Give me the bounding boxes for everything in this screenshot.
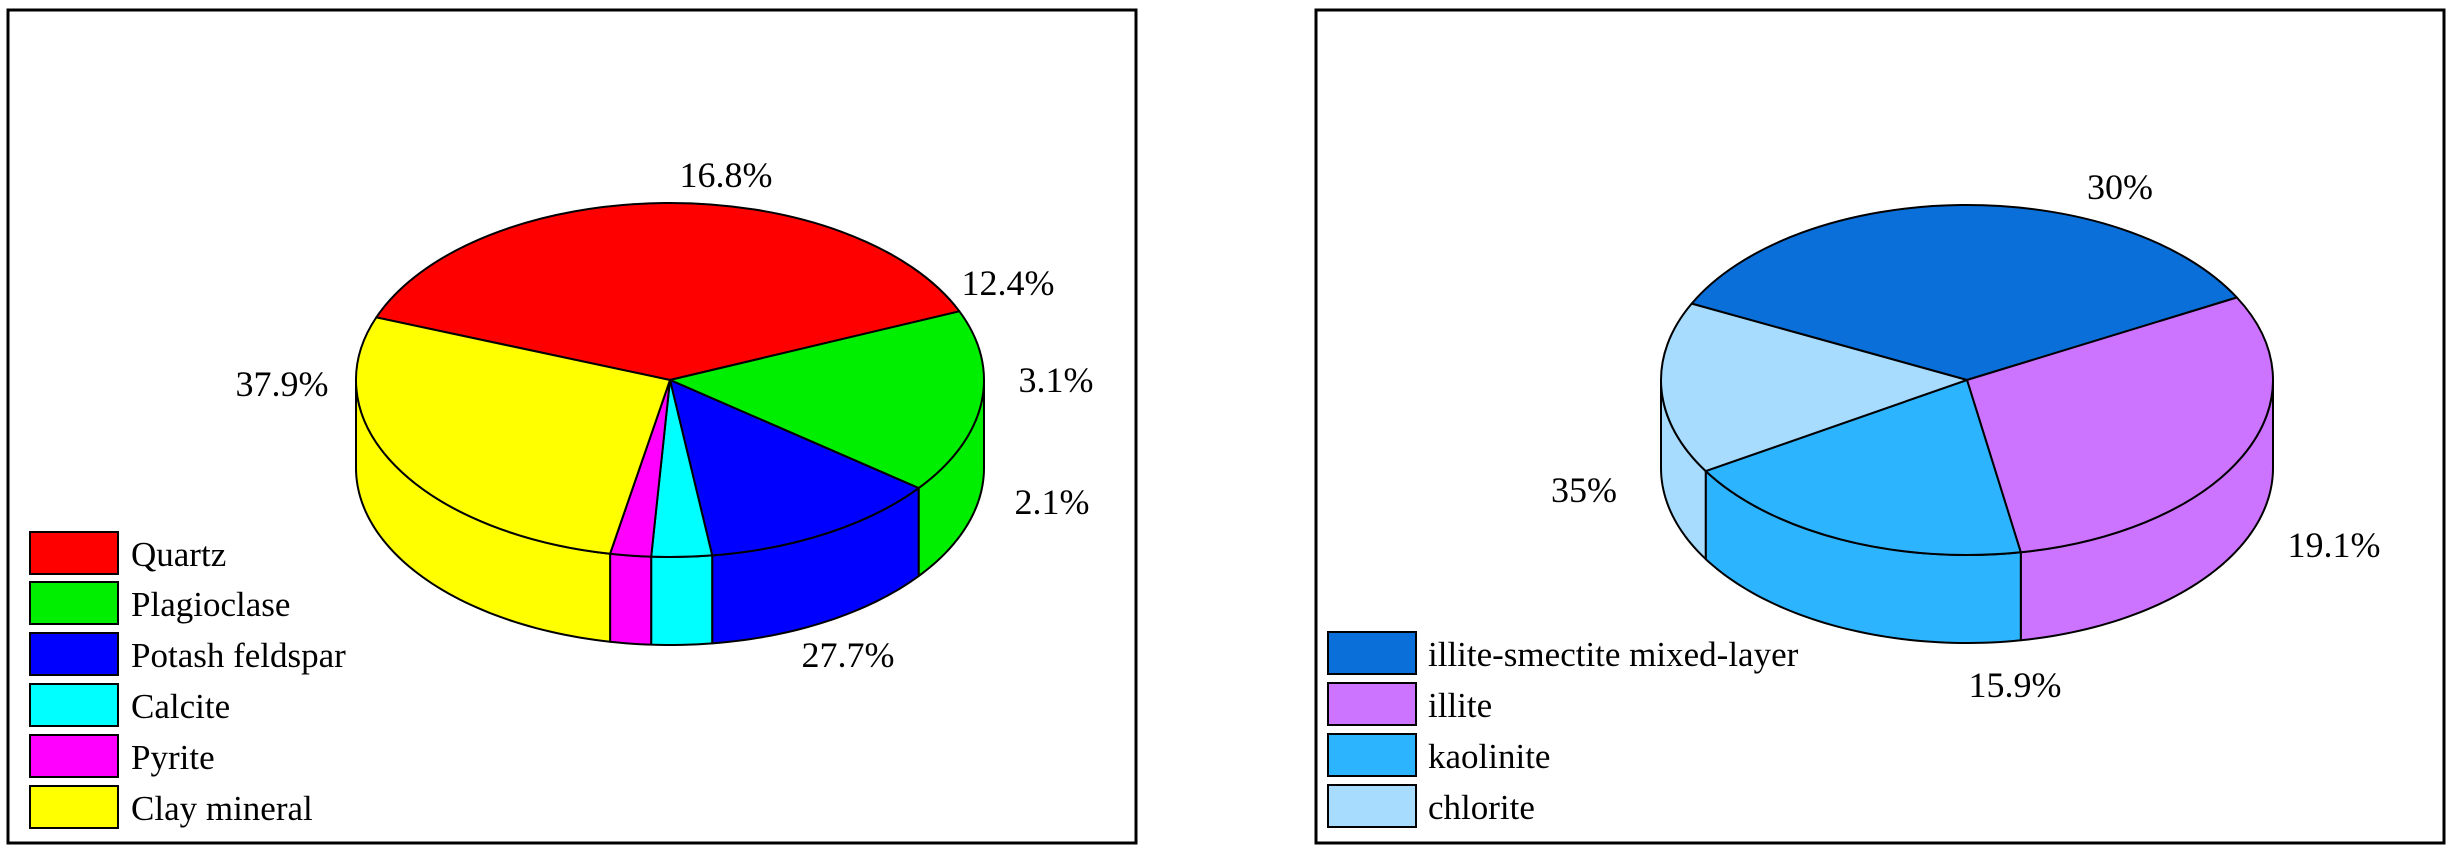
slice-clay-mineral <box>354 316 671 555</box>
legend-label-chlorite: chlorite <box>1428 788 1535 827</box>
legend-label-clay-mineral: Clay mineral <box>131 789 313 828</box>
legend-label-calcite: Calcite <box>131 687 230 726</box>
mineral-composition-chart: 37.9% 16.8% 12.4% 3.1% 2.1% 27.7% Quartz… <box>6 8 1138 845</box>
slice-chlorite <box>1660 302 1968 473</box>
slice-side-calcite <box>650 554 714 646</box>
legend-label-kaolinite: kaolinite <box>1428 737 1550 776</box>
legend-label-pyrite: Pyrite <box>131 738 215 777</box>
data-label-potash-feldspar: 12.4% <box>962 263 1055 303</box>
data-label-illite-smectite: 35% <box>1551 470 1617 510</box>
legend: Quartz Plagioclase Potash feldspar Calci… <box>29 531 346 829</box>
slice-plagioclase <box>669 310 985 490</box>
legend-swatch-chlorite <box>1327 784 1417 828</box>
legend-label-illite: illite <box>1428 686 1492 725</box>
legend-label-illite-smectite: illite-smectite mixed-layer <box>1428 635 1799 674</box>
data-label-plagioclase: 16.8% <box>680 155 773 195</box>
legend-swatch-illite <box>1327 682 1417 726</box>
slice-potash-feldspar <box>669 379 920 557</box>
data-label-kaolinite: 19.1% <box>2288 525 2381 565</box>
slice-quartz <box>375 201 961 381</box>
data-label-quartz: 37.9% <box>236 364 329 404</box>
slice-kaolinite <box>1704 379 2022 556</box>
data-label-clay-mineral: 27.7% <box>802 635 895 675</box>
pie-tops <box>354 201 985 558</box>
pie-tops <box>1660 203 2274 556</box>
slice-side-pyrite <box>609 552 653 646</box>
data-label-chlorite: 15.9% <box>1969 665 2062 705</box>
slice-illite <box>1966 296 2274 554</box>
legend-swatch-potash-feldspar <box>29 632 119 676</box>
slice-illite-smectite-mixed-layer <box>1690 203 2238 381</box>
data-label-calcite: 3.1% <box>1019 360 1094 400</box>
legend-swatch-pyrite <box>29 734 119 778</box>
legend: illite-smectite mixed-layer illite kaoli… <box>1327 631 1799 828</box>
data-labels: 37.9% 16.8% 12.4% 3.1% 2.1% 27.7% <box>236 155 1094 675</box>
legend-swatch-clay-mineral <box>29 785 119 829</box>
legend-swatch-quartz <box>29 531 119 575</box>
clay-mineral-composition-chart: 35% 30% 19.1% 15.9% illite-smectite mixe… <box>1314 8 2446 845</box>
legend-swatch-plagioclase <box>29 581 119 625</box>
legend-label-quartz: Quartz <box>131 535 226 574</box>
data-labels: 35% 30% 19.1% 15.9% <box>1551 167 2381 705</box>
data-label-pyrite: 2.1% <box>1015 482 1090 522</box>
data-label-illite: 30% <box>2087 167 2153 207</box>
legend-swatch-kaolinite <box>1327 733 1417 777</box>
legend-label-potash-feldspar: Potash feldspar <box>131 636 346 675</box>
legend-swatch-illite-smectite <box>1327 631 1417 675</box>
legend-swatch-calcite <box>29 683 119 727</box>
legend-label-plagioclase: Plagioclase <box>131 585 290 624</box>
